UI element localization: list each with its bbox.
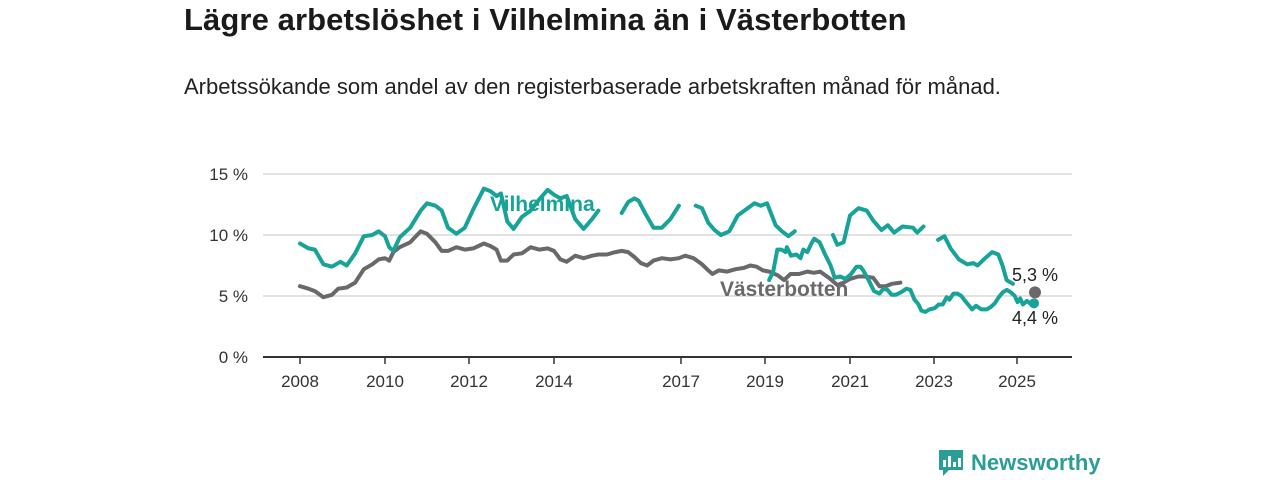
x-tick-label: 2021 — [831, 372, 869, 391]
grid-lines — [263, 173, 1072, 358]
series-labels: Vilhelmina Västerbotten — [490, 193, 848, 301]
series-line-vasterbotten — [298, 229, 903, 300]
x-tick-label: 2023 — [915, 372, 953, 391]
x-tick-label: 2019 — [746, 372, 784, 391]
y-tick-label: 5 % — [219, 287, 248, 306]
annotation-vasterbotten: 5,3 % — [1012, 265, 1058, 285]
series-label-vasterbotten: Västerbotten — [720, 278, 848, 301]
x-tick-label: 2025 — [998, 372, 1036, 391]
brand-logo: Newsworthy — [937, 448, 1101, 478]
x-tick-label: 2014 — [535, 372, 573, 391]
series-line-vilhelmina — [936, 234, 1015, 286]
y-axis-ticks: 0 % 5 % 10 % 15 % — [209, 165, 248, 367]
series-line-vilhelmina — [619, 196, 681, 230]
series-lines — [298, 186, 1032, 314]
x-tick-label: 2017 — [662, 372, 700, 391]
x-axis-ticks: 2008 2010 2012 2014 2017 2019 2021 2023 2025 — [281, 357, 1036, 391]
brand-name: Newsworthy — [971, 450, 1101, 475]
end-point-vasterbotten — [1029, 286, 1041, 299]
series-label-vilhelmina: Vilhelmina — [490, 193, 595, 216]
x-tick-label: 2010 — [366, 372, 404, 391]
chart-subtitle: Arbetssökande som andel av den registerb… — [184, 74, 1001, 99]
series-line-vilhelmina — [831, 206, 926, 247]
series-line-vilhelmina — [693, 201, 797, 239]
annotation-vilhelmina: 4,4 % — [1012, 308, 1058, 328]
y-tick-label: 10 % — [209, 226, 248, 245]
newsworthy-logo-icon — [939, 450, 963, 476]
x-tick-label: 2012 — [450, 372, 488, 391]
annotations: 5,3 % 4,4 % — [1012, 265, 1058, 328]
y-tick-label: 0 % — [219, 348, 248, 367]
y-tick-label: 15 % — [209, 165, 248, 184]
series-line-vilhelmina — [298, 186, 601, 269]
series-line-vilhelmina — [767, 236, 1032, 314]
chart-title: Lägre arbetslöshet i Vilhelmina än i Väs… — [184, 2, 907, 37]
end-point-vilhelmina — [1029, 298, 1039, 309]
x-tick-label: 2008 — [281, 372, 319, 391]
